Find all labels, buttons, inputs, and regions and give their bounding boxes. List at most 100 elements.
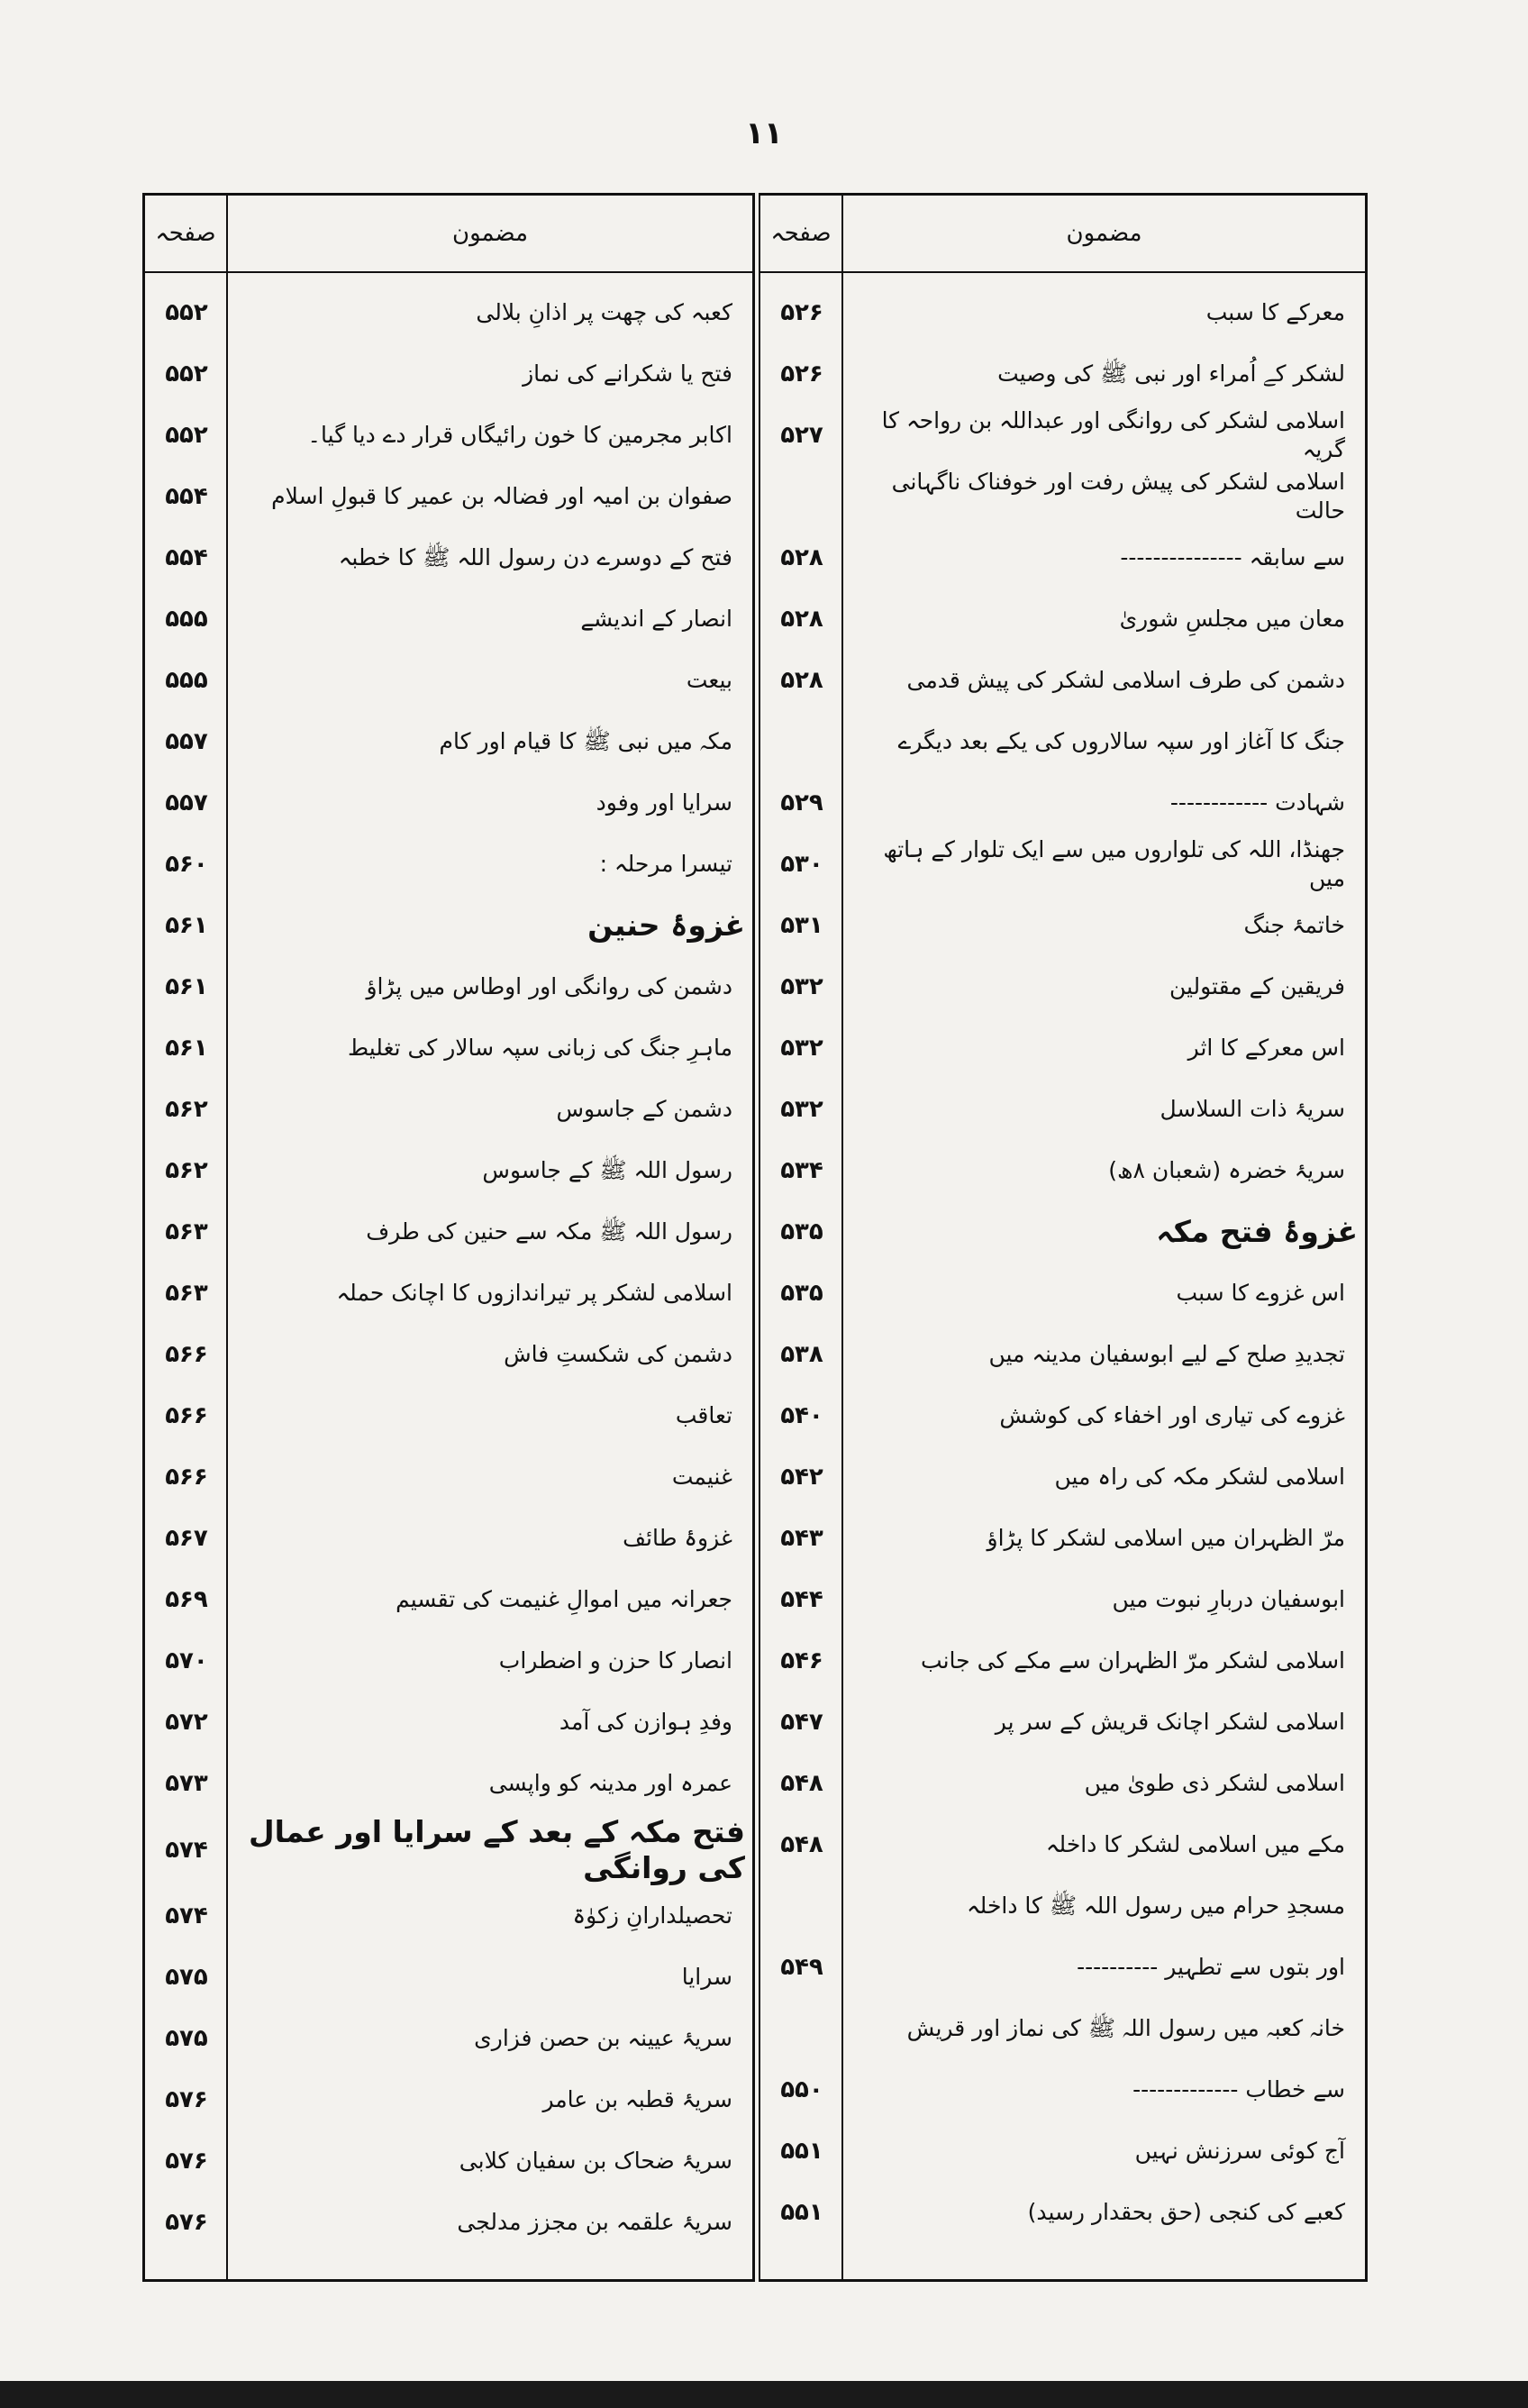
entry-page-number: ۵۳۲ bbox=[780, 973, 823, 1000]
entry-page-number: ۵۵۷ bbox=[165, 728, 208, 755]
entry-page-number: ۵۴۲ bbox=[780, 1464, 823, 1491]
entry-page-number: ۵۳۱ bbox=[780, 912, 823, 939]
entry-page-number: ۵۶۰ bbox=[165, 851, 208, 878]
entry-page-number: ۵۲۸ bbox=[780, 667, 823, 694]
entry-page-number: ۵۵۴ bbox=[165, 544, 208, 571]
entry-page-number: ۵۳۸ bbox=[780, 1341, 823, 1368]
entry-page-number: ۵۶۳ bbox=[165, 1218, 208, 1245]
toc-entry: ۵۴۳ مرّ الظہران میں اسلامی لشکر کا پڑاؤ bbox=[760, 1508, 1365, 1569]
entry-title: تعاقب bbox=[675, 1402, 732, 1428]
entry-page-number: ۵۵۵ bbox=[165, 667, 208, 694]
entry-page-number: ۵۳۵ bbox=[780, 1280, 823, 1307]
entry-title: معان میں مجلسِ شوریٰ bbox=[1119, 606, 1345, 632]
toc-entry: ۵۶۹ جعرانہ میں اموالِ غنیمت کی تقسیم bbox=[145, 1569, 752, 1630]
section-heading-row: ۵۷۴ فتح مکہ کے بعد کے سرایا اور عمال کی ر… bbox=[145, 1814, 752, 1885]
entry-title: دشمن کی روانگی اور اوطاس میں پڑاؤ bbox=[366, 973, 732, 999]
entry-page-number: ۵۶۶ bbox=[165, 1341, 208, 1368]
entry-title: اسلامی لشکر اچانک قریش کے سر پر bbox=[995, 1709, 1345, 1735]
section-heading-row: ۵۶۱ غزوۂ حنین bbox=[145, 895, 752, 956]
entry-page-number: ۵۴۰ bbox=[780, 1402, 823, 1429]
entry-title: فریقین کے مقتولین bbox=[1169, 973, 1345, 999]
toc-entry: ۵۶۲ دشمن کے جاسوس bbox=[145, 1079, 752, 1140]
toc-entry: ۵۶۶ دشمن کی شکستِ فاش bbox=[145, 1324, 752, 1385]
toc-entry: ۵۶۶ تعاقب bbox=[145, 1385, 752, 1446]
entry-page-number: ۵۳۲ bbox=[780, 1035, 823, 1062]
entry-title: سریۂ ذات السلاسل bbox=[1160, 1096, 1345, 1122]
toc-entry: اسلامی لشکر کی پیش رفت اور خوفناک ناگہان… bbox=[760, 466, 1365, 527]
entry-title: بیعت bbox=[686, 667, 732, 693]
section-heading-row: ۵۳۵ غزوۂ فتح مکہ bbox=[760, 1201, 1365, 1263]
toc-entry: ۵۶۰ تیسرا مرحلہ : bbox=[145, 834, 752, 895]
toc-entry: ۵۵۵ بیعت bbox=[145, 650, 752, 711]
toc-entry: ۵۲۸ دشمن کی طرف اسلامی لشکر کی پیش قدمی bbox=[760, 650, 1365, 711]
toc-entry: ۵۳۲ سریۂ ذات السلاسل bbox=[760, 1079, 1365, 1140]
entry-title: اسلامی لشکر کی پیش رفت اور خوفناک ناگہان… bbox=[891, 469, 1345, 524]
entry-page-number: ۵۵۲ bbox=[165, 299, 208, 326]
toc-entry: ۵۷۴ تحصیلدارانِ زکوٰۃ bbox=[145, 1885, 752, 1947]
toc-entry: ۵۶۳ رسول اللہ ﷺ مکہ سے حنین کی طرف bbox=[145, 1201, 752, 1263]
entry-page-number: ۵۴۶ bbox=[780, 1647, 823, 1674]
entry-title: مکہ میں نبی ﷺ کا قیام اور کام bbox=[439, 728, 732, 754]
toc-entry: ۵۵۴ صفوان بن امیہ اور فضالہ بن عمیر کا قب… bbox=[145, 466, 752, 527]
toc-entry: مسجدِ حرام میں رسول اللہ ﷺ کا داخلہ bbox=[760, 1875, 1365, 1937]
entry-title: اس معرکے کا اثر bbox=[1187, 1035, 1345, 1061]
entry-title: صفوان بن امیہ اور فضالہ بن عمیر کا قبولِ… bbox=[271, 483, 732, 509]
entry-title: اسلامی لشکر مکہ کی راہ میں bbox=[1054, 1464, 1345, 1490]
page-column-header: صفحہ bbox=[145, 196, 228, 271]
entry-page-number: ۵۶۲ bbox=[165, 1157, 208, 1184]
toc-entry: ۵۳۲ اس معرکے کا اثر bbox=[760, 1017, 1365, 1079]
toc-entry: ۵۲۹ شہادت ------------ bbox=[760, 772, 1365, 834]
entry-title: سے خطاب ------------- bbox=[1132, 2076, 1345, 2102]
entry-title: سریۂ خضرہ (شعبان ۸ھ) bbox=[1108, 1157, 1345, 1183]
entry-page-number: ۵۷۰ bbox=[165, 1647, 208, 1674]
toc-entry: ۵۵۲ فتح یا شکرانے کی نماز bbox=[145, 343, 752, 405]
entry-page-number: ۵۳۴ bbox=[780, 1157, 823, 1184]
entry-page-number: ۵۲۶ bbox=[780, 299, 823, 326]
toc-entry: ۵۷۲ وفدِ ہوازن کی آمد bbox=[145, 1692, 752, 1753]
entry-title: غزوے کی تیاری اور اخفاء کی کوشش bbox=[999, 1402, 1345, 1428]
entry-page-number: ۵۵۱ bbox=[780, 2138, 823, 2165]
entry-page-number: ۵۷۵ bbox=[165, 1964, 208, 1992]
entry-title: فتح کے دوسرے دن رسول اللہ ﷺ کا خطبہ bbox=[338, 544, 732, 570]
entry-title: اسلامی لشکر کی روانگی اور عبداللہ بن روا… bbox=[881, 407, 1345, 462]
entry-page-number: ۵۷۵ bbox=[165, 2025, 208, 2053]
entry-title: تجدیدِ صلح کے لیے ابوسفیان مدینہ میں bbox=[988, 1341, 1345, 1367]
topic-column-header: مضمون bbox=[1066, 220, 1142, 247]
entry-page-number: ۵۷۶ bbox=[165, 2148, 208, 2175]
toc-entry: ۵۳۵ اس غزوے کا سبب bbox=[760, 1263, 1365, 1324]
entry-title: مسجدِ حرام میں رسول اللہ ﷺ کا داخلہ bbox=[967, 1893, 1345, 1919]
table-body: ۵۲۶ معرکے کا سبب ۵۲۶ لشکر کے اُمراء اور نبی… bbox=[760, 273, 1365, 2279]
entry-page-number: ۵۵۵ bbox=[165, 606, 208, 633]
toc-entry: ۵۴۰ غزوے کی تیاری اور اخفاء کی کوشش bbox=[760, 1385, 1365, 1446]
section-heading: غزوۂ فتح مکہ bbox=[1156, 1214, 1358, 1250]
entry-title: جھنڈا، اللہ کی تلواروں میں سے ایک تلوار … bbox=[883, 836, 1345, 891]
entry-title: ابوسفیان دربارِ نبوت میں bbox=[1112, 1586, 1345, 1612]
entry-page-number: ۵۲۷ bbox=[780, 422, 823, 449]
table-header: صفحہ مضمون bbox=[145, 196, 752, 273]
toc-entry: ۵۴۷ اسلامی لشکر اچانک قریش کے سر پر bbox=[760, 1692, 1365, 1753]
toc-entry: ۵۵۲ کعبہ کی چھت پر اذانِ بلالی bbox=[145, 282, 752, 343]
entry-title: جعرانہ میں اموالِ غنیمت کی تقسیم bbox=[396, 1586, 732, 1612]
entry-title: اکابر مجرمین کا خون رائیگاں قرار دے دیا … bbox=[307, 422, 732, 448]
entry-page-number: ۵۴۸ bbox=[780, 1831, 823, 1858]
entry-title: مرّ الظہران میں اسلامی لشکر کا پڑاؤ bbox=[987, 1525, 1346, 1551]
entry-page-number: ۵۵۱ bbox=[780, 2199, 823, 2226]
toc-entry: ۵۵۲ اکابر مجرمین کا خون رائیگاں قرار دے د… bbox=[145, 405, 752, 466]
entry-title: عمرہ اور مدینہ کو واپسی bbox=[488, 1770, 732, 1796]
entry-title: اسلامی لشکر پر تیراندازوں کا اچانک حملہ bbox=[336, 1280, 732, 1306]
entry-title: جنگ کا آغاز اور سپہ سالاروں کی یکے بعد د… bbox=[897, 728, 1345, 754]
table-header: صفحہ مضمون bbox=[760, 196, 1365, 273]
entry-page-number: ۵۶۶ bbox=[165, 1402, 208, 1429]
contents-table-left: صفحہ مضمون ۵۵۲ کعبہ کی چھت پر اذانِ بلالی… bbox=[142, 193, 755, 2282]
entry-title: مکے میں اسلامی لشکر کا داخلہ bbox=[1045, 1831, 1345, 1857]
entry-title: سے سابقہ --------------- bbox=[1120, 544, 1345, 570]
entry-page-number: ۵۷۴ bbox=[165, 1836, 208, 1864]
entry-page-number: ۵۵۲ bbox=[165, 360, 208, 388]
entry-page-number: ۵۲۶ bbox=[780, 360, 823, 388]
toc-entry: ۵۳۰ جھنڈا، اللہ کی تلواروں میں سے ایک تلو… bbox=[760, 834, 1365, 895]
rows-container: ۵۲۶ معرکے کا سبب ۵۲۶ لشکر کے اُمراء اور نبی… bbox=[760, 282, 1365, 2243]
topic-column-header: مضمون bbox=[451, 220, 529, 247]
entry-title: غزوۂ طائف bbox=[623, 1525, 732, 1551]
toc-entry: ۵۶۲ رسول اللہ ﷺ کے جاسوس bbox=[145, 1140, 752, 1201]
entry-page-number: ۵۶۹ bbox=[165, 1586, 208, 1613]
